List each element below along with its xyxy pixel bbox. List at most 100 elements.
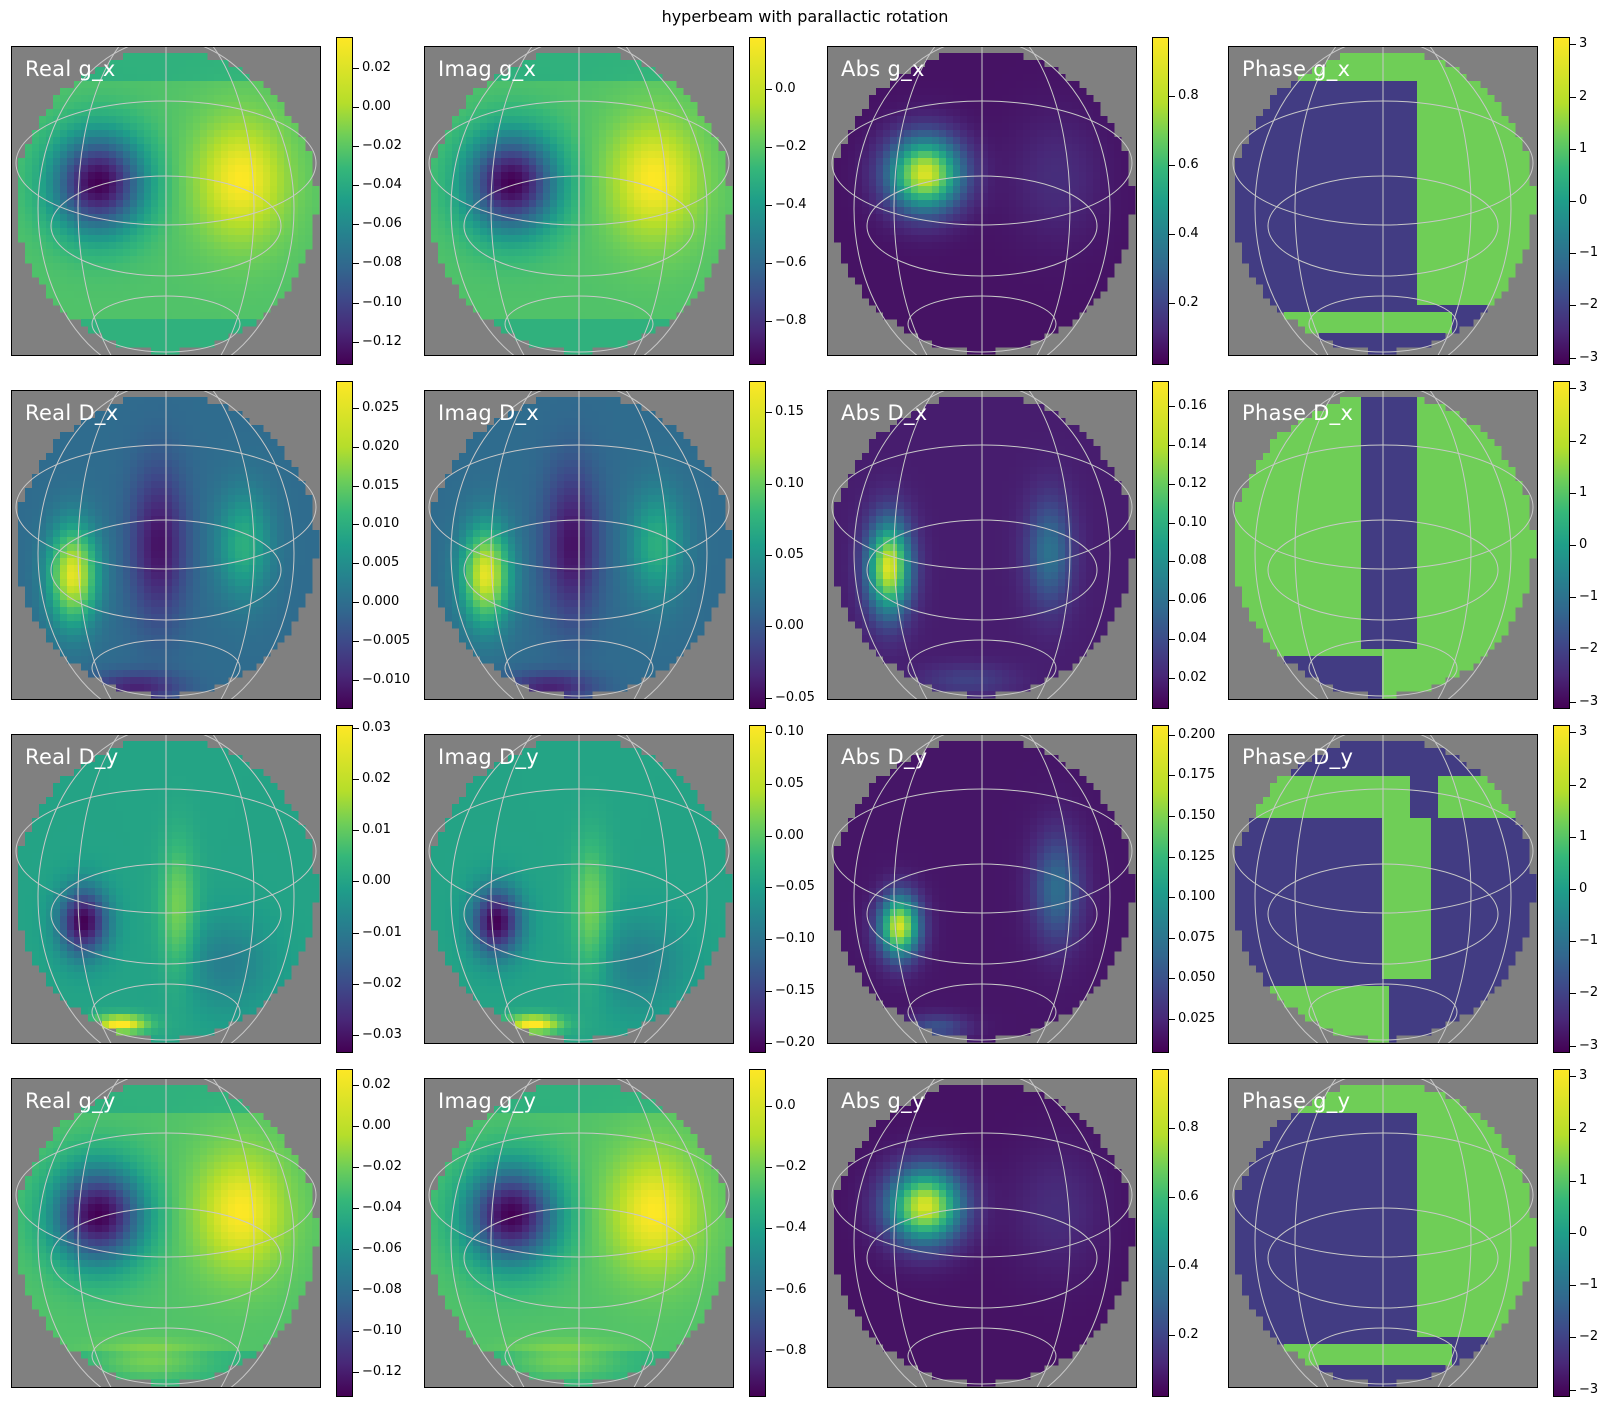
colorbar-tick: [1169, 775, 1175, 776]
colorbar-tick: [766, 1290, 772, 1291]
panel-label: Imag g_y: [438, 1089, 536, 1113]
colorbar: [749, 725, 766, 1053]
panel-label: Abs g_y: [841, 1089, 925, 1113]
colorbar-tick-label: −0.15: [775, 984, 815, 998]
colorbar-tick-label: 2: [1579, 90, 1587, 104]
sky-pixels: [1235, 53, 1537, 355]
colorbar-tick-label: 1: [1579, 486, 1587, 500]
colorbar-tick: [1169, 857, 1175, 858]
graticule: [1232, 1078, 1534, 1388]
colorbar-tick: [1169, 639, 1175, 640]
colorbar-tick-label: −1: [1579, 590, 1598, 604]
colorbar-tick: [1169, 978, 1175, 979]
colorbar-tick-label: 0.8: [1178, 89, 1199, 103]
panel-label: Imag D_x: [438, 401, 539, 425]
colorbar-tick: [353, 1208, 359, 1209]
colorbar-tick-label: 2: [1579, 1122, 1587, 1136]
graticule: [831, 734, 1133, 1044]
colorbar-tick-label: −1: [1579, 1278, 1598, 1292]
sky-pixels: [1235, 397, 1537, 699]
colorbar-tick: [1570, 441, 1576, 442]
colorbar-tick: [766, 887, 772, 888]
colorbar-tick-label: 0.025: [362, 401, 399, 415]
colorbar-tick: [766, 89, 772, 90]
colorbar-tick: [353, 303, 359, 304]
panel-label: Imag g_x: [438, 57, 536, 81]
sky-pixels: [431, 1085, 733, 1387]
colorbar-tick-label: 0: [1579, 1226, 1587, 1240]
colorbar-tick-label: −0.03: [362, 1028, 402, 1042]
panel-abs-g-x: Abs g_x: [827, 46, 1137, 356]
colorbar-tick: [1570, 358, 1576, 359]
colorbar-tick-label: −0.02: [362, 139, 402, 153]
colorbar-tick-label: 0.16: [1178, 399, 1207, 413]
sky-map: [831, 46, 1136, 356]
colorbar-tick: [1570, 1233, 1576, 1234]
colorbar-tick: [353, 1249, 359, 1250]
panel-label: Abs D_y: [841, 745, 928, 769]
colorbar-tick: [1570, 1076, 1576, 1077]
colorbar-tick: [353, 224, 359, 225]
colorbar-tick: [353, 447, 359, 448]
colorbar-tick: [1169, 165, 1175, 166]
colorbar-tick-label: 0.4: [1178, 1259, 1199, 1273]
colorbar-tick: [1169, 1197, 1175, 1198]
panel-label: Imag D_y: [438, 745, 539, 769]
colorbar: [336, 37, 353, 365]
colorbar-tick-label: −2: [1579, 1330, 1598, 1344]
colorbar-tick: [1570, 785, 1576, 786]
colorbar-tick-label: −0.02: [362, 977, 402, 991]
colorbar-tick: [1169, 735, 1175, 736]
colorbar-tick-label: −0.08: [362, 1283, 402, 1297]
sky-map: [15, 46, 320, 356]
colorbar: [749, 381, 766, 709]
sky-map: [428, 390, 733, 700]
colorbar-tick-label: 0.020: [362, 440, 399, 454]
colorbar-tick-label: −0.10: [775, 932, 815, 946]
colorbar-tick: [1570, 253, 1576, 254]
panel-abs-g-y: Abs g_y: [827, 1078, 1137, 1388]
colorbar-tick-label: 0.4: [1178, 227, 1199, 241]
colorbar-tick: [766, 991, 772, 992]
graticule: [15, 1078, 317, 1388]
colorbar-tick: [1570, 702, 1576, 703]
colorbar-tick: [1570, 149, 1576, 150]
panel-label: Real g_x: [25, 57, 116, 81]
colorbar-tick: [1169, 1019, 1175, 1020]
colorbar-tick: [1570, 201, 1576, 202]
panel-label: Phase g_x: [1242, 57, 1350, 81]
panel-label: Real D_y: [25, 745, 118, 769]
colorbar-tick-label: 0: [1579, 194, 1587, 208]
colorbar-tick: [353, 1372, 359, 1373]
colorbar-tick: [1570, 1390, 1576, 1391]
colorbar-tick: [1169, 816, 1175, 817]
colorbar-tick: [766, 1167, 772, 1168]
sky-map: [1232, 734, 1537, 1044]
colorbar-tick-label: −0.4: [775, 1221, 807, 1235]
colorbar-tick-label: 0.10: [1178, 516, 1207, 530]
colorbar-tick-label: 2: [1579, 434, 1587, 448]
panel-label: Abs g_x: [841, 57, 925, 81]
colorbar: [1152, 381, 1169, 709]
colorbar-tick: [766, 1043, 772, 1044]
colorbar-tick: [1169, 897, 1175, 898]
colorbar-tick-label: −3: [1579, 695, 1598, 709]
colorbar-tick: [353, 408, 359, 409]
colorbar-tick: [766, 1351, 772, 1352]
colorbar: [336, 1069, 353, 1397]
colorbar-tick-label: −2: [1579, 298, 1598, 312]
colorbar-tick: [353, 933, 359, 934]
panel-label: Phase D_x: [1242, 401, 1353, 425]
panel-real-g-x: Real g_x: [11, 46, 321, 356]
sky-map: [15, 734, 320, 1044]
colorbar-tick-label: 0: [1579, 882, 1587, 896]
panel-label: Real D_x: [25, 401, 118, 425]
colorbar-tick: [353, 263, 359, 264]
colorbar-tick: [353, 563, 359, 564]
colorbar-tick-label: 0.125: [1178, 850, 1215, 864]
colorbar-tick-label: 0.8: [1178, 1121, 1199, 1135]
graticule: [428, 1078, 730, 1388]
colorbar-tick-label: −0.010: [362, 673, 410, 687]
colorbar-tick-label: 3: [1579, 725, 1587, 739]
colorbar-tick-label: 0.175: [1178, 768, 1215, 782]
